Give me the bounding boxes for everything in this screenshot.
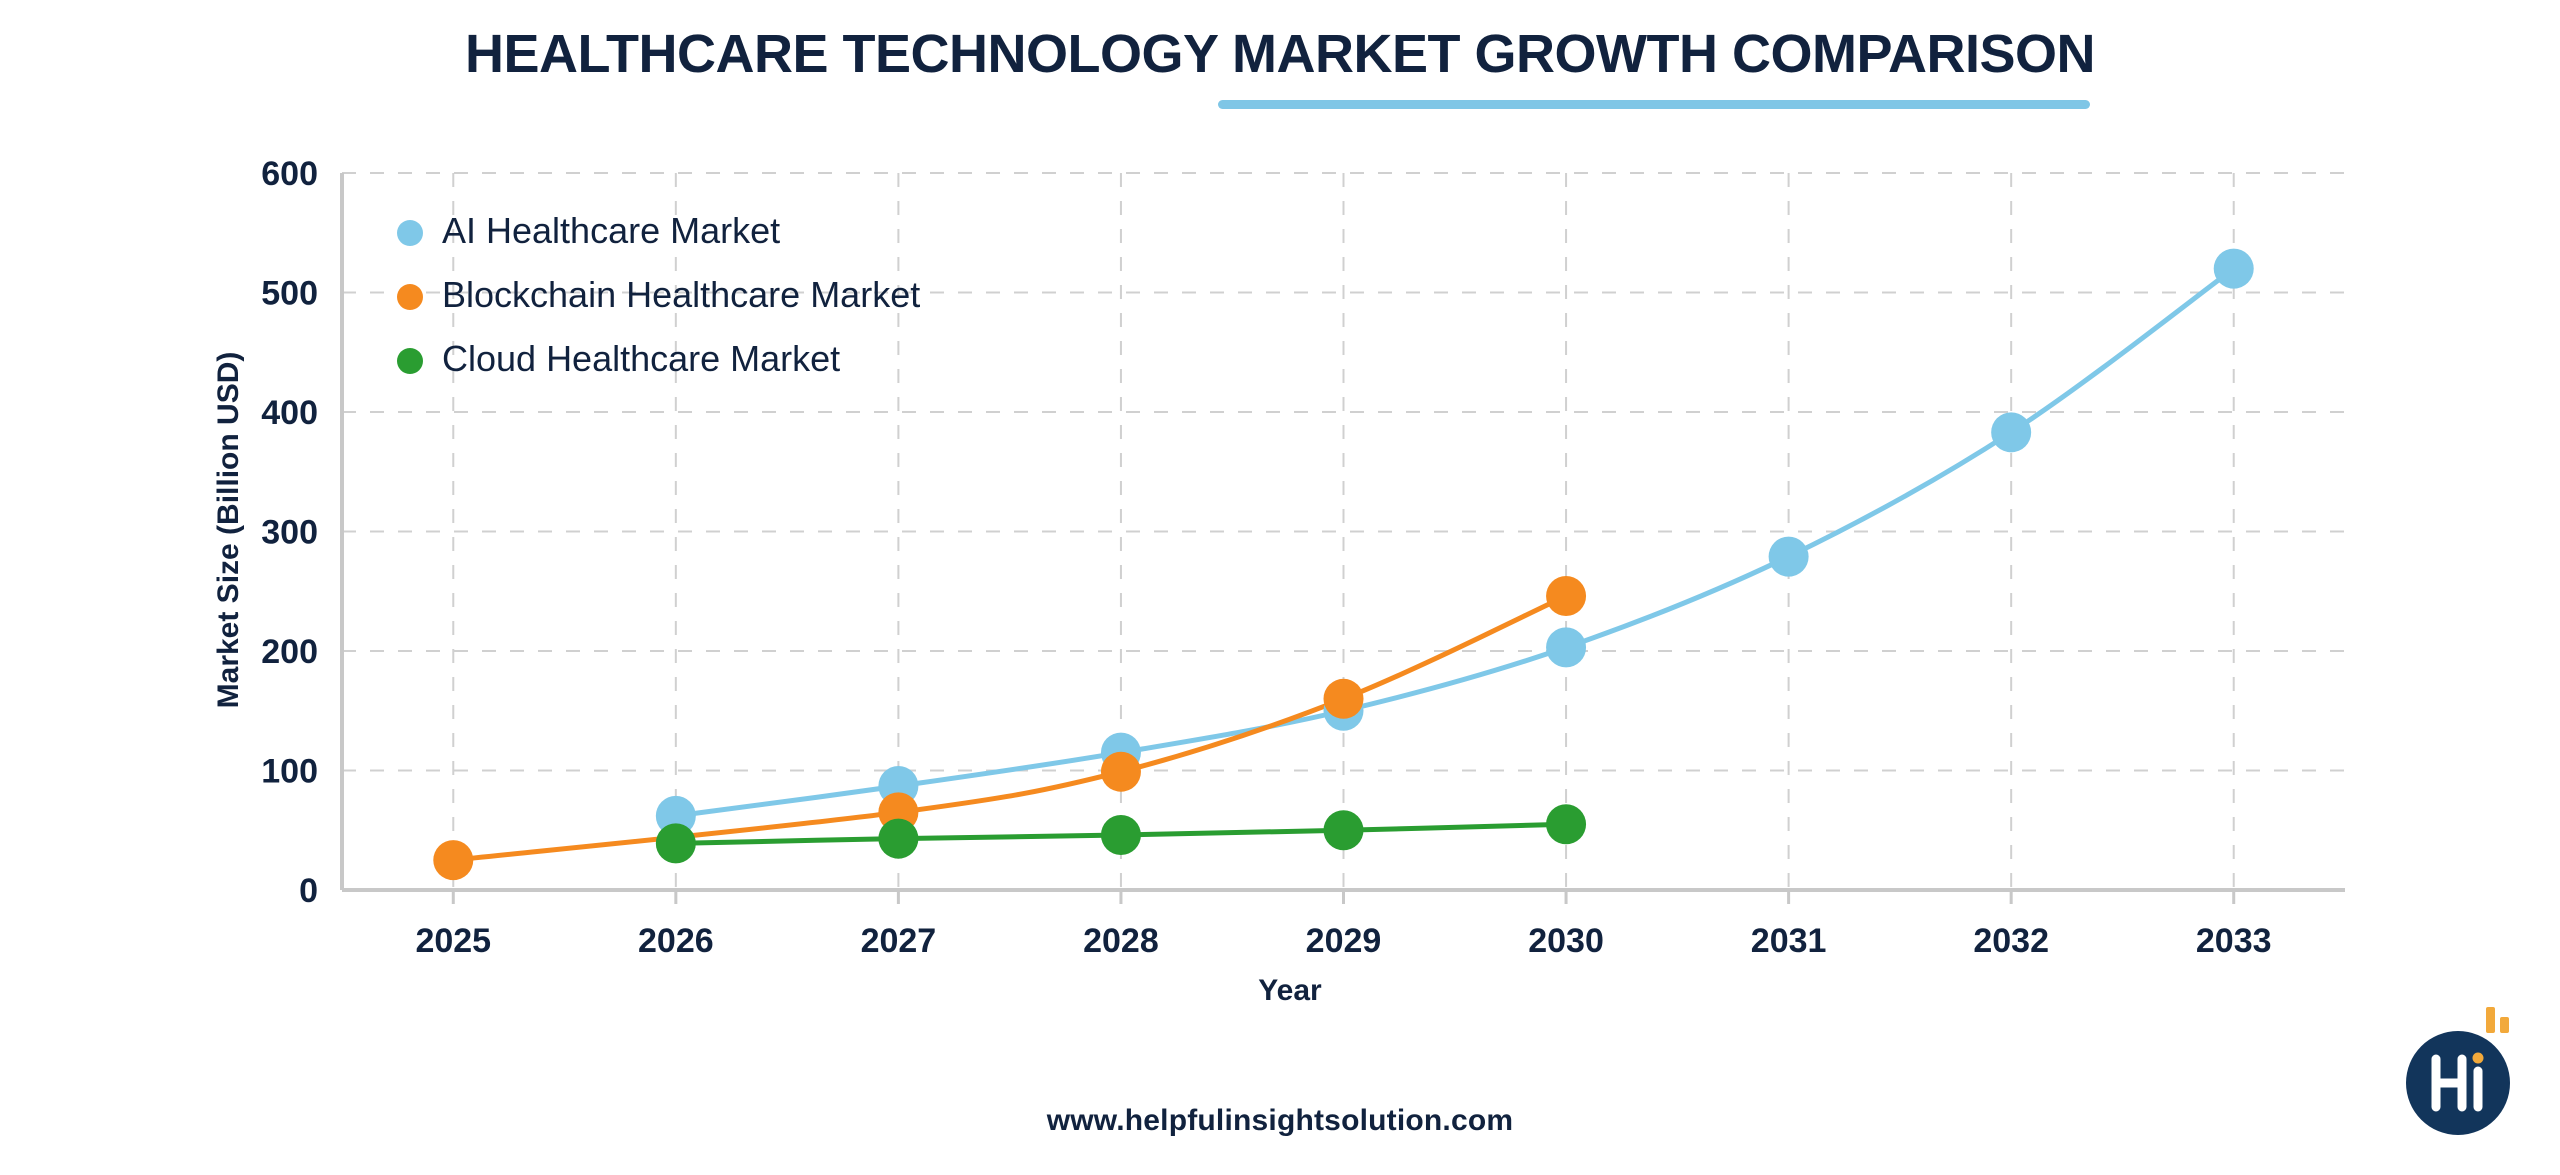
- page-title: HEALTHCARE TECHNOLOGY MARKET GROWTH COMP…: [465, 24, 2095, 84]
- chart-plot-area: 0 100 200 300 400 500 600 2025 2026 2027 2028 2029…: [212, 155, 2345, 1007]
- logo-svg: [2406, 1007, 2510, 1135]
- data-point-cloud-healthcare-market[interactable]: [1100, 815, 1141, 856]
- logo-bar-right-icon: [2500, 1017, 2509, 1033]
- title-underline: [1218, 100, 2090, 109]
- data-point-cloud-healthcare-market[interactable]: [655, 823, 696, 864]
- brand-logo: [2400, 1005, 2530, 1140]
- y-tick-labels: 0 100 200 300 400 500 600: [261, 155, 318, 910]
- data-point-blockchain-healthcare-market[interactable]: [1100, 751, 1141, 792]
- y-tick-label: 500: [261, 275, 318, 313]
- series-markers: [433, 248, 2254, 881]
- logo-bar-left-icon: [2486, 1007, 2495, 1033]
- data-point-blockchain-healthcare-market[interactable]: [1546, 576, 1587, 617]
- y-tick-label: 400: [261, 394, 318, 432]
- y-tick-label: 100: [261, 753, 318, 791]
- legend-label-0[interactable]: AI Healthcare Market: [442, 210, 780, 251]
- data-point-ai-healthcare-market[interactable]: [1546, 627, 1587, 668]
- title-block: HEALTHCARE TECHNOLOGY MARKET GROWTH COMP…: [0, 26, 2560, 83]
- x-tick-label: 2026: [638, 922, 714, 960]
- series-line-ai-healthcare-market: [673, 266, 2237, 819]
- legend-marker-1[interactable]: [397, 284, 423, 310]
- legend-marker-0[interactable]: [397, 220, 423, 246]
- legend-label-1[interactable]: Blockchain Healthcare Market: [442, 274, 920, 315]
- data-point-ai-healthcare-market[interactable]: [2213, 248, 2254, 289]
- series-line-blockchain-healthcare-market: [450, 593, 1569, 863]
- x-tick-label: 2030: [1528, 922, 1604, 960]
- data-point-cloud-healthcare-market[interactable]: [1323, 810, 1364, 851]
- x-tick-marks: [451, 890, 2236, 904]
- x-tick-label: 2028: [1083, 922, 1159, 960]
- logo-letter-i-dot-icon: [2472, 1052, 2484, 1064]
- x-tick-label: 2029: [1306, 922, 1382, 960]
- y-tick-label: 300: [261, 514, 318, 552]
- legend-marker-2[interactable]: [397, 348, 423, 374]
- legend-label-2[interactable]: Cloud Healthcare Market: [442, 338, 840, 379]
- x-tick-label: 2033: [2196, 922, 2272, 960]
- data-point-ai-healthcare-market[interactable]: [1768, 536, 1809, 577]
- data-point-blockchain-healthcare-market[interactable]: [433, 840, 474, 881]
- data-point-ai-healthcare-market[interactable]: [1991, 412, 2032, 453]
- x-tick-label: 2027: [861, 922, 937, 960]
- x-tick-label: 2032: [1973, 922, 2049, 960]
- line-chart-svg: 0 100 200 300 400 500 600 2025 2026 2027 2028 2029…: [212, 155, 2345, 1007]
- x-axis-title: Year: [1258, 974, 1322, 1007]
- footer-website-url[interactable]: www.helpfulinsightsolution.com: [1046, 1104, 1514, 1137]
- x-tick-label: 2025: [415, 922, 491, 960]
- y-tick-label: 200: [261, 633, 318, 671]
- data-point-blockchain-healthcare-market[interactable]: [1323, 678, 1364, 719]
- data-point-ai-healthcare-market[interactable]: [655, 795, 696, 836]
- x-tick-label: 2031: [1751, 922, 1827, 960]
- legend[interactable]: AI Healthcare Market Blockchain Healthcar…: [397, 210, 920, 379]
- data-point-cloud-healthcare-market[interactable]: [878, 818, 919, 859]
- x-tick-labels: 2025 2026 2027 2028 2029 2030 2031 2032 2033: [415, 922, 2271, 960]
- logo-letter-h-icon: [2431, 1054, 2467, 1112]
- y-tick-label: 600: [261, 155, 318, 193]
- y-axis-title: Market Size (Billion USD): [212, 352, 245, 709]
- data-point-cloud-healthcare-market[interactable]: [1546, 804, 1587, 845]
- y-tick-label: 0: [299, 872, 318, 910]
